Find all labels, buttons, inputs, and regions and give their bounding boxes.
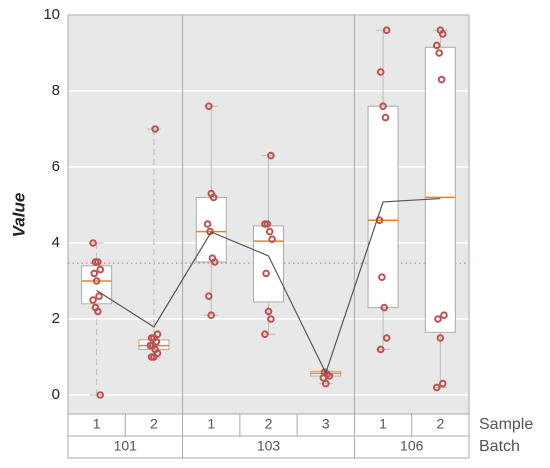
data-point xyxy=(378,273,386,282)
box xyxy=(424,46,456,333)
data-point xyxy=(264,307,273,316)
data-point xyxy=(95,292,103,301)
data-point xyxy=(209,193,218,202)
box xyxy=(367,105,399,309)
data-point xyxy=(92,277,101,285)
data-point xyxy=(268,235,276,243)
y-tick-label: 8 xyxy=(52,82,60,99)
data-point xyxy=(437,75,446,84)
mean-line xyxy=(96,197,441,375)
y-tick-label: 2 xyxy=(52,310,60,327)
y-tick-label: 0 xyxy=(52,386,60,403)
row-label: Batch xyxy=(479,438,520,455)
data-point xyxy=(379,102,387,110)
data-point xyxy=(205,292,213,301)
data-point xyxy=(262,269,270,278)
row-label: Sample xyxy=(479,416,533,433)
data-point xyxy=(436,334,445,342)
data-point xyxy=(90,269,99,278)
batch-label: 106 xyxy=(400,438,424,454)
data-point xyxy=(96,391,105,399)
y-axis-label: Value xyxy=(9,193,28,238)
data-point xyxy=(376,345,385,354)
data-point xyxy=(89,239,97,247)
data-point xyxy=(381,113,390,122)
y-tick-label: 10 xyxy=(43,6,60,23)
batch-label: 101 xyxy=(114,438,138,454)
data-point xyxy=(265,227,274,236)
data-point xyxy=(432,41,441,50)
data-point xyxy=(207,311,216,320)
data-point xyxy=(321,379,330,388)
y-tick-label: 6 xyxy=(52,158,60,175)
data-point xyxy=(438,379,447,388)
sample-label: 2 xyxy=(265,416,273,432)
data-point xyxy=(267,151,275,160)
data-point xyxy=(211,258,219,266)
data-point xyxy=(267,315,275,323)
sample-label: 1 xyxy=(93,416,101,432)
data-point xyxy=(150,353,158,361)
batch-label: 103 xyxy=(257,438,281,454)
data-point xyxy=(380,303,389,312)
y-tick-label: 4 xyxy=(52,234,60,251)
data-point xyxy=(89,296,97,304)
data-point xyxy=(96,265,105,274)
data-point xyxy=(94,307,102,316)
sample-label: 3 xyxy=(322,416,330,432)
data-point xyxy=(382,26,391,35)
data-point xyxy=(263,220,272,228)
data-point xyxy=(376,68,385,76)
sample-label: 1 xyxy=(207,416,215,432)
data-point xyxy=(203,220,212,228)
data-point xyxy=(438,30,447,38)
data-point xyxy=(382,334,391,342)
sample-label: 1 xyxy=(379,416,387,432)
data-point xyxy=(432,383,441,392)
data-point xyxy=(94,258,102,266)
sample-label: 2 xyxy=(436,416,444,432)
box xyxy=(253,225,284,303)
data-point xyxy=(434,315,442,323)
data-point xyxy=(205,102,213,110)
data-point xyxy=(151,125,159,133)
data-point xyxy=(440,311,448,320)
sample-label: 2 xyxy=(150,416,158,432)
data-point xyxy=(435,49,443,57)
data-point xyxy=(261,330,269,339)
